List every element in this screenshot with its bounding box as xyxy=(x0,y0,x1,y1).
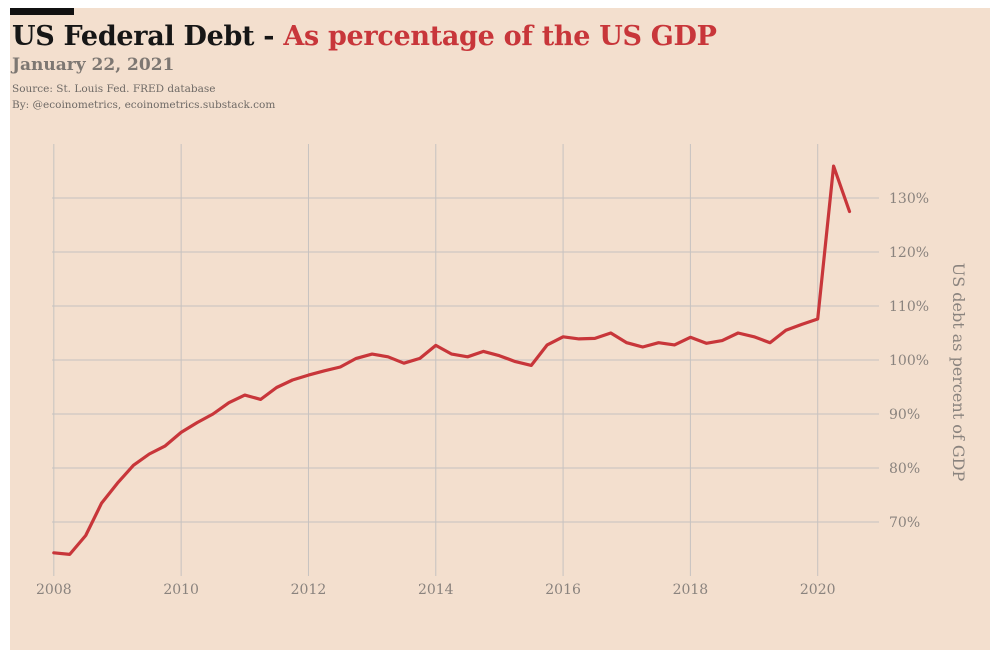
title-main: US Federal Debt xyxy=(12,21,255,52)
accent-bar xyxy=(10,8,74,15)
source-note: Source: St. Louis Fed. FRED database xyxy=(12,83,216,95)
y-gridlines xyxy=(52,197,879,523)
x-tick-label: 2020 xyxy=(800,582,836,598)
y-tick-label: 110% xyxy=(889,299,929,315)
y-tick-labels: 70% 80% 90% 100% 110% 120% 130% xyxy=(889,191,929,531)
title-separator: - xyxy=(254,21,284,52)
y-tick-label: 80% xyxy=(889,461,920,477)
y-tick-label: 70% xyxy=(889,515,920,531)
y-tick-label: 100% xyxy=(889,353,929,369)
y-tick-label: 90% xyxy=(889,407,920,423)
x-tick-label: 2014 xyxy=(418,582,454,598)
x-tick-label: 2010 xyxy=(163,582,199,598)
title-highlight: As percentage of the US GDP xyxy=(283,21,717,52)
line-chart: 2008 2010 2012 2014 2016 2018 2020 70% 80% 90% 10… xyxy=(36,144,968,598)
chart-date: January 22, 2021 xyxy=(12,55,175,75)
chart-frame: US Federal Debt - As percentage of the U… xyxy=(10,8,990,650)
x-tick-label: 2012 xyxy=(291,582,327,598)
series-line xyxy=(52,164,852,557)
x-tick-label: 2008 xyxy=(36,582,72,598)
series-group xyxy=(52,164,852,557)
x-tick-labels: 2008 2010 2012 2014 2016 2018 2020 xyxy=(36,582,836,598)
y-tick-label: 120% xyxy=(889,245,929,261)
x-tick-label: 2018 xyxy=(673,582,709,598)
chart-title: US Federal Debt - As percentage of the U… xyxy=(12,22,717,52)
x-tick-label: 2016 xyxy=(545,582,581,598)
y-axis-title: US debt as percent of GDP xyxy=(949,263,968,482)
y-tick-label: 130% xyxy=(889,191,929,207)
byline-note: By: @ecoinometrics, ecoinometrics.substa… xyxy=(12,99,276,111)
